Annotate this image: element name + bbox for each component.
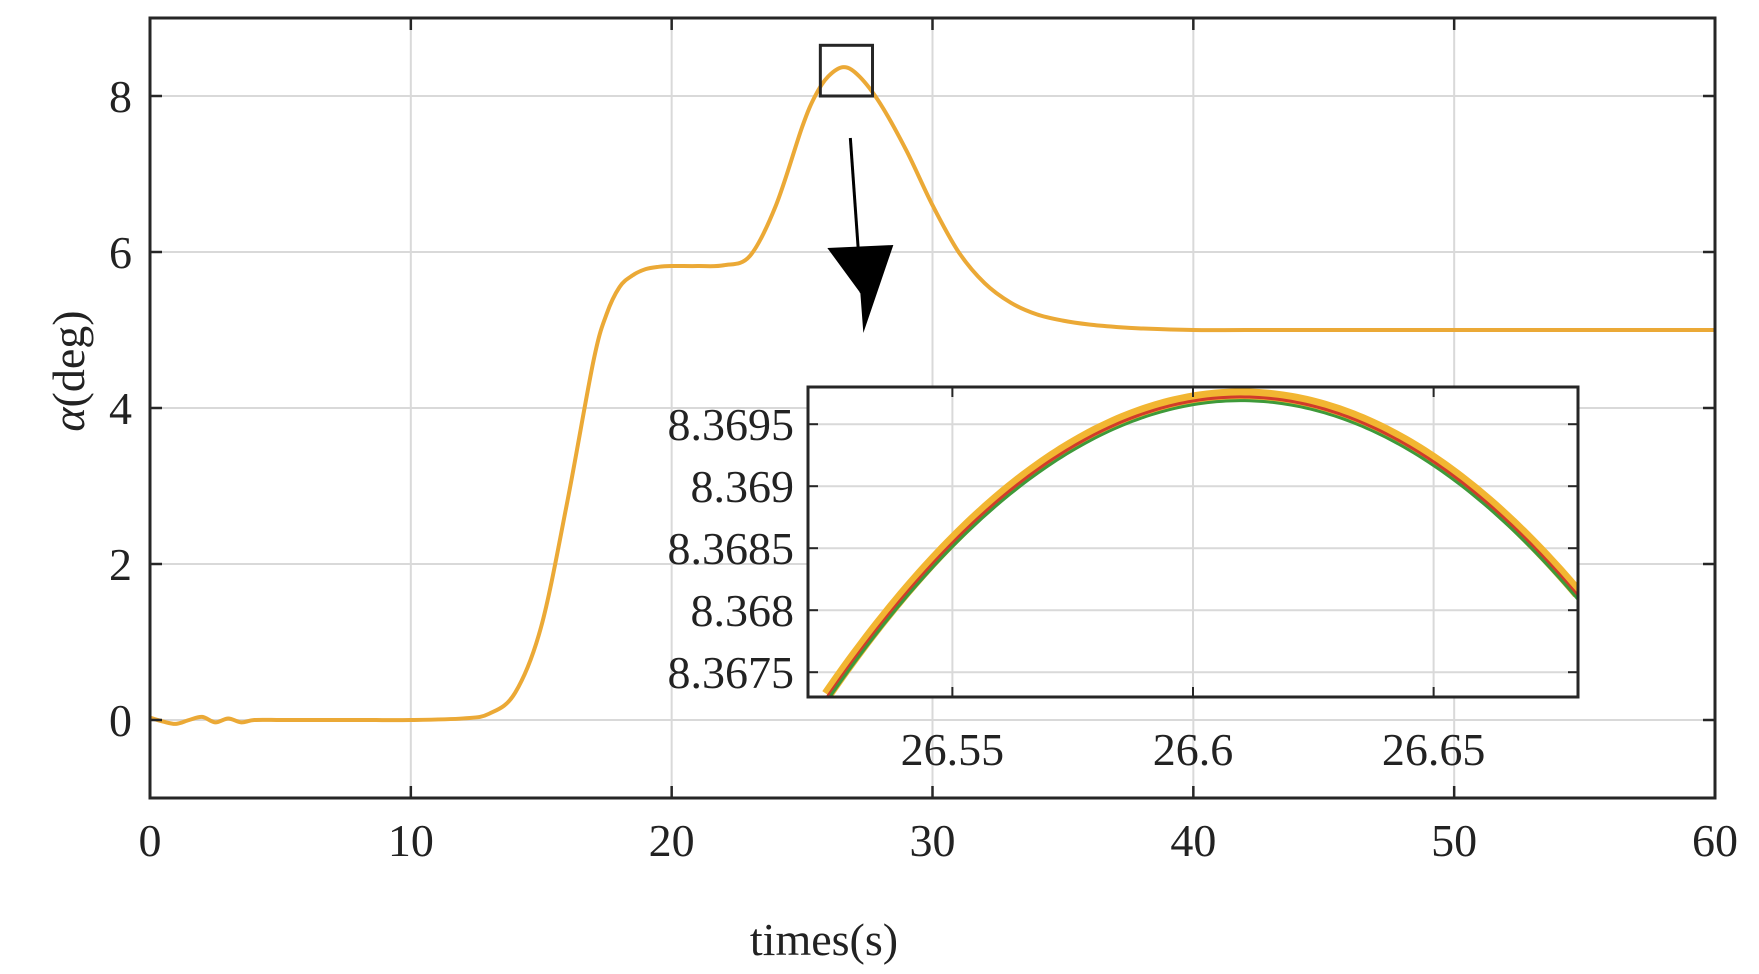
x-tick-label: 30 (910, 815, 956, 866)
series-line-0 (149, 65, 1715, 726)
inset-x-tick-label: 26.6 (1153, 724, 1234, 775)
y-tick-label: 4 (109, 383, 132, 434)
inset-series-line-0 (822, 388, 1578, 697)
x-tick-label: 40 (1170, 815, 1216, 866)
y-axis-title: α(deg) (43, 310, 94, 431)
zoom-arrow-head (827, 245, 894, 333)
inset-y-tick-label: 8.3685 (668, 523, 795, 574)
x-tick-label: 10 (388, 815, 434, 866)
inset-y-tick-label: 8.3675 (668, 647, 795, 698)
y-tick-label: 2 (109, 539, 132, 590)
inset-series-line-2 (828, 399, 1578, 697)
zoom-box (818, 43, 875, 98)
y-tick-label: 6 (109, 227, 132, 278)
inset-y-tick-label: 8.368 (691, 585, 795, 636)
main-axes (148, 16, 1717, 800)
inset-x-tick-label: 26.65 (1382, 724, 1486, 775)
x-tick-label: 60 (1692, 815, 1738, 866)
y-tick-label: 8 (109, 71, 132, 122)
main-series-group (149, 65, 1715, 726)
x-tick-label: 20 (649, 815, 695, 866)
y-axis-title-unit: (deg) (43, 310, 94, 407)
x-tick-label: 50 (1431, 815, 1477, 866)
y-tick-label: 0 (109, 695, 132, 746)
main-tick-labels: 0 10 20 30 40 50 60 0 2 4 6 8 (109, 71, 1738, 866)
inset-x-tick-label: 26.55 (901, 724, 1005, 775)
y-axis-title-symbol: α (43, 407, 94, 432)
inset-y-tick-label: 8.3695 (668, 399, 795, 450)
x-tick-label: 0 (139, 815, 162, 866)
inset-plot: 26.55 26.6 26.65 8.3675 8.368 8.3685 8.369 8.36… (668, 385, 1580, 775)
svg-text:α(deg): α(deg) (43, 310, 94, 431)
zoom-annotations (818, 43, 894, 333)
inset-y-tick-label: 8.369 (691, 461, 795, 512)
inset-series-line-1 (826, 395, 1578, 697)
x-axis-title: times(s) (750, 914, 898, 965)
